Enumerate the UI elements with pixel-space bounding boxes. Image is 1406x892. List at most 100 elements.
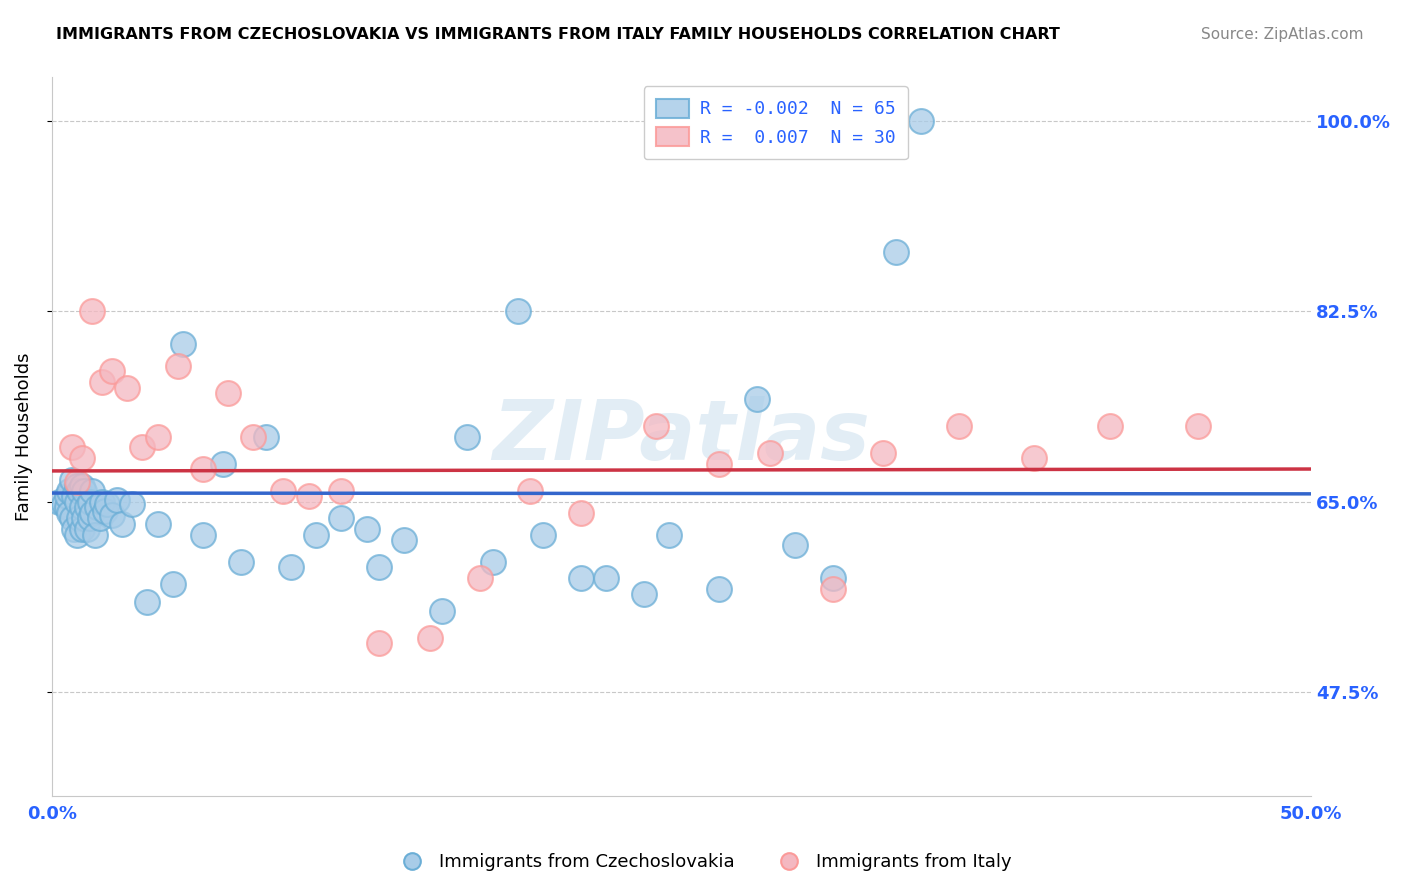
Point	[305, 527, 328, 541]
Point	[146, 516, 169, 531]
Point	[60, 511, 83, 525]
Point	[60, 441, 83, 455]
Point	[131, 441, 153, 455]
Point	[80, 506, 103, 520]
Point	[66, 495, 89, 509]
Point	[56, 500, 79, 515]
Point	[1187, 418, 1209, 433]
Text: IMMIGRANTS FROM CZECHOSLOVAKIA VS IMMIGRANTS FROM ITALY FAMILY HOUSEHOLDS CORREL: IMMIGRANTS FROM CZECHOSLOVAKIA VS IMMIGR…	[56, 27, 1060, 42]
Point	[531, 527, 554, 541]
Point	[73, 511, 96, 525]
Point	[645, 418, 668, 433]
Point	[191, 462, 214, 476]
Point	[872, 446, 894, 460]
Point	[162, 576, 184, 591]
Point	[58, 506, 80, 520]
Point	[506, 304, 529, 318]
Point	[1022, 451, 1045, 466]
Point	[73, 483, 96, 498]
Point	[63, 522, 86, 536]
Text: ZIPatlas: ZIPatlas	[492, 396, 870, 477]
Legend: R = -0.002  N = 65, R =  0.007  N = 30: R = -0.002 N = 65, R = 0.007 N = 30	[644, 87, 908, 160]
Point	[595, 571, 617, 585]
Point	[89, 511, 111, 525]
Point	[66, 475, 89, 490]
Point	[91, 495, 114, 509]
Point	[330, 511, 353, 525]
Point	[633, 587, 655, 601]
Point	[456, 429, 478, 443]
Legend: Immigrants from Czechoslovakia, Immigrants from Italy: Immigrants from Czechoslovakia, Immigran…	[387, 847, 1019, 879]
Point	[191, 527, 214, 541]
Point	[76, 500, 98, 515]
Point	[105, 492, 128, 507]
Point	[368, 636, 391, 650]
Point	[356, 522, 378, 536]
Point	[419, 631, 441, 645]
Point	[96, 497, 118, 511]
Point	[709, 457, 731, 471]
Point	[821, 571, 844, 585]
Point	[217, 386, 239, 401]
Point	[948, 418, 970, 433]
Point	[821, 582, 844, 596]
Point	[273, 483, 295, 498]
Point	[80, 483, 103, 498]
Point	[111, 516, 134, 531]
Point	[117, 381, 139, 395]
Point	[298, 490, 321, 504]
Point	[330, 483, 353, 498]
Point	[53, 497, 76, 511]
Point	[229, 555, 252, 569]
Point	[76, 522, 98, 536]
Point	[519, 483, 541, 498]
Point	[69, 483, 91, 498]
Point	[172, 337, 194, 351]
Point	[66, 478, 89, 492]
Point	[166, 359, 188, 373]
Point	[79, 511, 101, 525]
Point	[569, 571, 592, 585]
Point	[63, 490, 86, 504]
Point	[70, 451, 93, 466]
Point	[368, 560, 391, 574]
Point	[569, 506, 592, 520]
Point	[91, 375, 114, 389]
Point	[136, 595, 159, 609]
Point	[468, 571, 491, 585]
Y-axis label: Family Households: Family Households	[15, 352, 32, 521]
Point	[481, 555, 503, 569]
Point	[242, 429, 264, 443]
Point	[709, 582, 731, 596]
Point	[56, 490, 79, 504]
Point	[70, 500, 93, 515]
Point	[86, 500, 108, 515]
Point	[658, 527, 681, 541]
Point	[212, 457, 235, 471]
Point	[80, 304, 103, 318]
Point	[93, 503, 115, 517]
Point	[758, 446, 780, 460]
Point	[60, 473, 83, 487]
Point	[101, 364, 124, 378]
Text: Source: ZipAtlas.com: Source: ZipAtlas.com	[1201, 27, 1364, 42]
Point	[101, 508, 124, 522]
Point	[280, 560, 302, 574]
Point	[66, 527, 89, 541]
Point	[83, 527, 105, 541]
Point	[146, 429, 169, 443]
Point	[79, 495, 101, 509]
Point	[69, 511, 91, 525]
Point	[884, 244, 907, 259]
Point	[394, 533, 416, 547]
Point	[430, 604, 453, 618]
Point	[910, 114, 932, 128]
Point	[70, 478, 93, 492]
Point	[48, 495, 70, 509]
Point	[745, 392, 768, 406]
Point	[254, 429, 277, 443]
Point	[783, 538, 806, 552]
Point	[70, 522, 93, 536]
Point	[1098, 418, 1121, 433]
Point	[121, 497, 143, 511]
